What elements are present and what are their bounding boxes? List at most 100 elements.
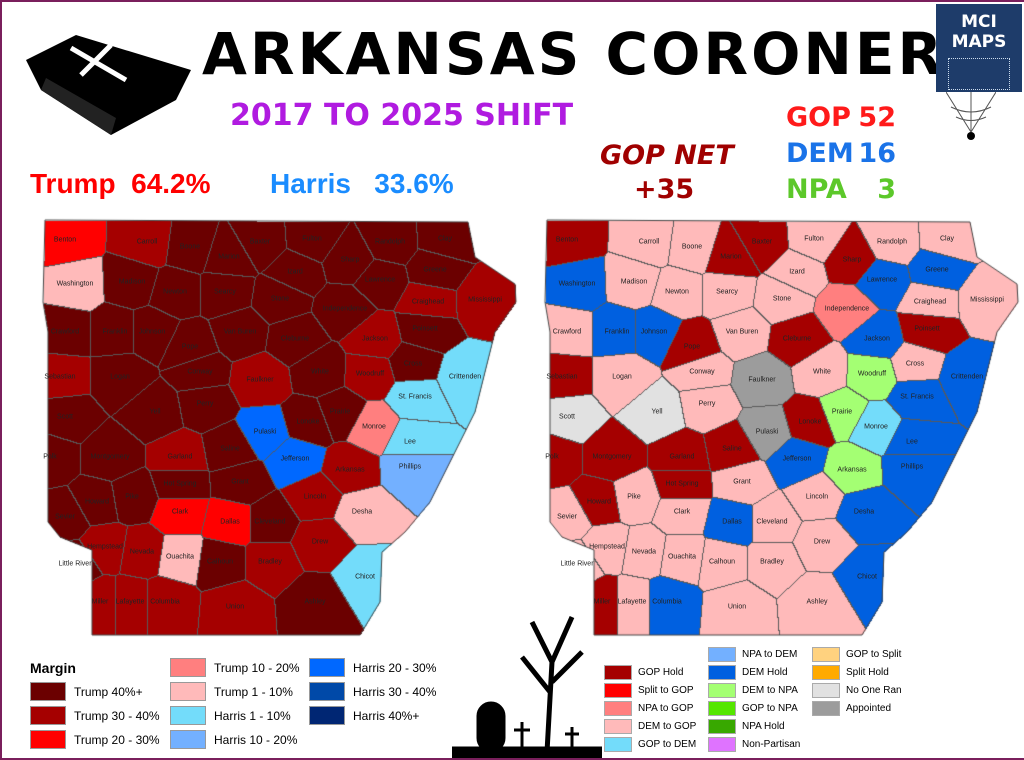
gop-net-label: GOP NET bbox=[600, 140, 734, 171]
legend-swatch bbox=[604, 683, 632, 698]
trump-label: Trump bbox=[30, 168, 116, 199]
margin-map-county-label-pike: Pike bbox=[125, 493, 139, 501]
legend-swatch bbox=[812, 683, 840, 698]
shift-map-county-label-searcy: Searcy bbox=[716, 288, 738, 296]
legend-swatch bbox=[604, 719, 632, 734]
shift-map-county-label-benton: Benton bbox=[555, 236, 579, 244]
shift-map-county-label-calhoun: Calhoun bbox=[708, 558, 736, 566]
legend-swatch bbox=[30, 682, 66, 701]
shift-legend-item-dg: DEM to GOP bbox=[604, 719, 696, 734]
tally-count: 16 bbox=[858, 138, 896, 169]
legend-swatch bbox=[604, 665, 632, 680]
legend-label: Harris 1 - 10% bbox=[214, 708, 291, 723]
shift-map-county-label-jackson: Jackson bbox=[864, 335, 890, 343]
margin-map-county-label-st-francis: St. Francis bbox=[398, 393, 432, 401]
shift-map-county-label-clay: Clay bbox=[939, 235, 955, 243]
legend-swatch bbox=[708, 737, 736, 752]
legend-swatch bbox=[309, 658, 345, 677]
shift-map-county-label-johnson: Johnson bbox=[640, 328, 668, 336]
margin-map-county-label-fulton: Fulton bbox=[302, 235, 322, 243]
margin-map-county-label-hot-spring: Hot Spring bbox=[163, 480, 197, 488]
margin-map-county-label-bradley: Bradley bbox=[258, 558, 282, 566]
shift-map-county-label-franklin: Franklin bbox=[604, 328, 630, 336]
title: ARKANSAS CORONERS bbox=[202, 20, 990, 88]
shift-map-county-label-jefferson: Jefferson bbox=[782, 455, 812, 463]
margin-legend-title: Margin bbox=[30, 660, 76, 676]
legend-swatch bbox=[708, 701, 736, 716]
legend-swatch bbox=[812, 665, 840, 680]
margin-map-county-label-benton: Benton bbox=[53, 236, 77, 244]
legend-item-t30: Trump 30 - 40% bbox=[30, 706, 160, 725]
margin-map-county-label-woodruff: Woodruff bbox=[355, 370, 385, 378]
shift-legend-item-nh: NPA Hold bbox=[708, 719, 785, 734]
margin-map-county-label-calhoun: Calhoun bbox=[206, 558, 234, 566]
margin-map-county-label-van-buren: Van Buren bbox=[223, 328, 257, 336]
shift-map-county-label-greene: Greene bbox=[925, 266, 949, 274]
shift-map-county-label-garland: Garland bbox=[669, 453, 695, 461]
shift-map-county-label-craighead: Craighead bbox=[913, 298, 947, 306]
shift-map-county-label-drew: Drew bbox=[813, 538, 831, 546]
shift-map-county-label-howard: Howard bbox=[586, 498, 612, 506]
legend-swatch bbox=[170, 706, 206, 725]
shift-map-county-label-fulton: Fulton bbox=[804, 235, 824, 243]
legend-swatch bbox=[170, 658, 206, 677]
legend-item-h20: Harris 20 - 30% bbox=[309, 658, 436, 677]
margin-map-county-label-pope: Pope bbox=[181, 343, 199, 351]
shift-map-county-label-sevier: Sevier bbox=[557, 513, 577, 521]
shift-map-county-label-yell: Yell bbox=[651, 408, 663, 416]
legend-label: DEM Hold bbox=[742, 667, 788, 678]
logo-text: MCI MAPS bbox=[951, 12, 1007, 52]
subtitle: 2017 TO 2025 SHIFT bbox=[230, 98, 574, 133]
shift-legend-item-nr: No One Ran bbox=[812, 683, 902, 698]
margin-map-county-label-newton: Newton bbox=[163, 288, 187, 296]
trump-result: Trump 64.2% bbox=[30, 168, 211, 200]
legend-item-t40: Trump 40%+ bbox=[30, 682, 143, 701]
shift-map-county-label-madison: Madison bbox=[620, 278, 648, 286]
margin-map-county-label-washington: Washington bbox=[56, 280, 94, 288]
shift-map-county-label-montgomery: Montgomery bbox=[592, 453, 632, 461]
shift-map-county-label-desha: Desha bbox=[853, 508, 875, 516]
margin-map-county-label-randolph: Randolph bbox=[375, 238, 405, 246]
shift-map-county-label-polk: Polk bbox=[545, 453, 559, 461]
legend-label: Split to GOP bbox=[638, 685, 694, 696]
shift-map-county-label-st-francis: St. Francis bbox=[900, 393, 934, 401]
margin-map-county-label-nevada: Nevada bbox=[129, 548, 155, 556]
shift-map-county-label-ouachita: Ouachita bbox=[667, 553, 697, 561]
shift-map-county-label-newton: Newton bbox=[665, 288, 689, 296]
shift-map-county-label-logan: Logan bbox=[612, 373, 632, 381]
legend-swatch bbox=[309, 682, 345, 701]
tally-npa: NPA 3 bbox=[786, 174, 896, 205]
margin-map-county-label-arkansas: Arkansas bbox=[335, 466, 365, 474]
shift-map-county-label-poinsett: Poinsett bbox=[914, 325, 940, 333]
legend-swatch bbox=[708, 719, 736, 734]
margin-map-county-label-prairie: Prairie bbox=[329, 408, 351, 416]
margin-map-county-label-grant: Grant bbox=[231, 478, 249, 486]
harris-pct: 33.6% bbox=[374, 168, 454, 199]
margin-map-county-label-lafayette: Lafayette bbox=[115, 598, 145, 606]
margin-map-county-label-desha: Desha bbox=[351, 508, 373, 516]
legend-label: Harris 30 - 40% bbox=[353, 684, 437, 699]
legend-label: Appointed bbox=[846, 703, 892, 714]
shift-legend-item-sg: Split to GOP bbox=[604, 683, 694, 698]
shift-map-county-label-sebastian: Sebastian bbox=[546, 373, 578, 381]
legend-item-t10: Trump 10 - 20% bbox=[170, 658, 300, 677]
shift-legend-item-gh: GOP Hold bbox=[604, 665, 683, 680]
margin-map-county-label-mississippi: Mississippi bbox=[468, 296, 502, 304]
shift-legend-item-dh: DEM Hold bbox=[708, 665, 788, 680]
margin-map-county-label-lawrence: Lawrence bbox=[364, 276, 396, 284]
legend-swatch bbox=[708, 683, 736, 698]
harris-label: Harris bbox=[270, 168, 351, 199]
shift-legend-item-np: Non-Partisan bbox=[708, 737, 800, 752]
shift-map-county-label-marion: Marion bbox=[720, 253, 742, 261]
shift-map-county-label-clark: Clark bbox=[673, 508, 691, 516]
harris-result: Harris 33.6% bbox=[270, 168, 454, 200]
shift-map-county-label-monroe: Monroe bbox=[864, 423, 888, 431]
shift-legend-item-sh: Split Hold bbox=[812, 665, 889, 680]
margin-map-county-label-conway: Conway bbox=[187, 368, 213, 376]
spooky-tree-graveyard-icon bbox=[452, 615, 602, 758]
legend-label: GOP to DEM bbox=[638, 739, 697, 750]
margin-map-county-label-madison: Madison bbox=[118, 278, 146, 286]
legend-label: NPA Hold bbox=[742, 721, 785, 732]
legend-item-h10: Harris 10 - 20% bbox=[170, 730, 297, 749]
coffin-icon bbox=[26, 35, 191, 135]
